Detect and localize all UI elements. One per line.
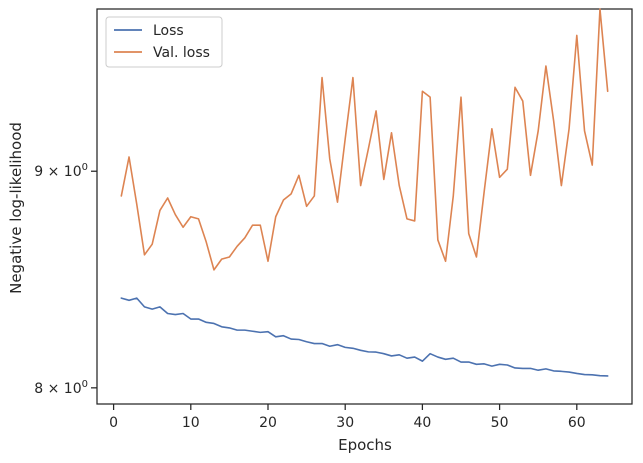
y-axis: 8 × 100 9 × 100 [34,162,97,397]
x-tick-label: 30 [336,415,354,431]
x-tick-label: 0 [109,415,118,431]
x-tick-label: 50 [491,415,509,431]
x-tick-label: 20 [259,415,277,431]
y-axis-label: Negative log-likelihood [7,122,25,294]
x-tick-label: 40 [413,415,431,431]
series-line-val-loss [120,8,609,271]
plot-frame [96,8,633,405]
legend-label-loss: Loss [153,23,184,39]
legend: Loss Val. loss [105,16,223,68]
y-tick-label: 9 × 100 [34,162,88,180]
plot-area [96,8,633,405]
x-tick-label: 60 [568,415,586,431]
y-tick-label: 8 × 100 [34,379,88,397]
legend-label-val-loss: Val. loss [153,45,210,61]
x-tick-label: 10 [182,415,200,431]
x-axis-label: Epochs [338,436,392,454]
series-line-loss [120,297,609,377]
x-axis: 0 10 20 30 40 50 60 [109,404,586,431]
